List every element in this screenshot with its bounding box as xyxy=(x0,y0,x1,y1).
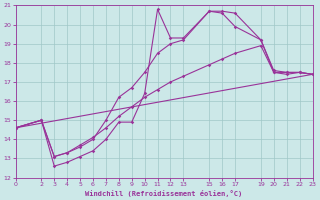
X-axis label: Windchill (Refroidissement éolien,°C): Windchill (Refroidissement éolien,°C) xyxy=(85,190,243,197)
